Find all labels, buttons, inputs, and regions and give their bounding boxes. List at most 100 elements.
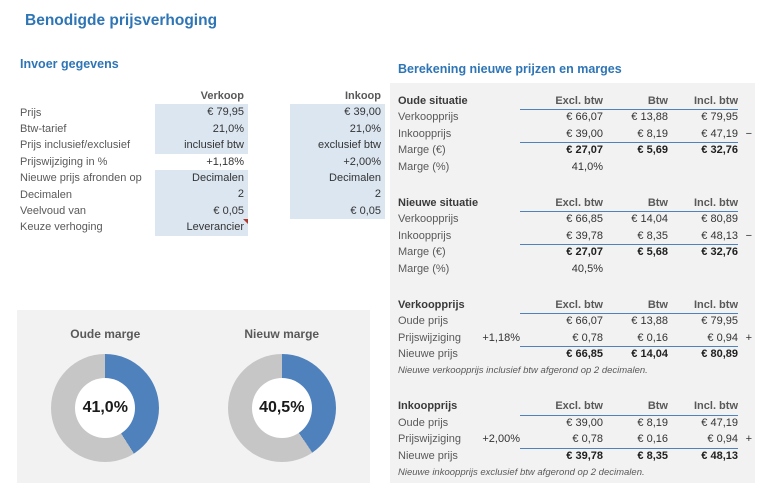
input-row-afronden: Nieuwe prijs afronden op Decimalen Decim…	[20, 169, 385, 187]
input-cell-decimalen-inkoop[interactable]: 2	[290, 186, 385, 203]
calc-cell	[603, 159, 668, 175]
calc-row-label: Oude prijs	[398, 315, 449, 328]
col-header-excl-btw: Excl. btw	[520, 297, 603, 315]
col-header-excl-btw: Excl. btw	[520, 93, 603, 111]
calc-row: Nieuwe prijs € 39,78 € 8,35 € 48,13	[398, 448, 752, 464]
calc-cell: € 8,19	[603, 126, 668, 144]
input-cell-incl-excl-inkoop[interactable]: exclusief btw	[290, 137, 385, 154]
input-cell-prijswijziging-inkoop[interactable]: +2,00%	[290, 153, 385, 170]
col-header-incl-btw: Incl. btw	[668, 93, 738, 111]
sign-cell	[738, 313, 752, 329]
calc-cell: € 5,69	[637, 144, 668, 157]
calc-header-row: Nieuwe situatie Excl. btw Btw Incl. btw	[398, 195, 752, 213]
calc-cell: € 0,78	[520, 330, 603, 348]
footnote-verkoopprijs: Nieuwe verkoopprijs inclusief btw afgero…	[398, 365, 648, 377]
col-header-excl-btw: Excl. btw	[520, 195, 603, 213]
calc-cell: € 66,07	[566, 111, 603, 124]
calc-block-oude-situatie: Oude situatie Excl. btw Btw Incl. btw Ve…	[398, 93, 752, 175]
margin-charts-panel: Oude marge 41,0% Nieuw marge 40,5%	[17, 310, 370, 483]
calc-row: Oude prijs € 39,00 € 8,19 € 47,19	[398, 415, 752, 431]
input-cell-btw-tarief-verkoop[interactable]: 21,0%	[155, 120, 248, 138]
col-header-incl-btw: Incl. btw	[668, 398, 738, 416]
col-header-btw: Btw	[603, 297, 668, 315]
calc-cell: € 0,94	[668, 431, 738, 449]
calc-row: Marge (%) 41,0%	[398, 159, 752, 175]
calc-header-row: Inkoopprijs Excl. btw Btw Incl. btw	[398, 398, 752, 416]
input-cell-prijs-inkoop[interactable]: € 39,00	[290, 104, 385, 121]
calc-cell: € 47,19	[701, 416, 738, 429]
col-header-btw: Btw	[603, 195, 668, 213]
calc-row-label: Inkoopprijs	[398, 127, 452, 140]
sign-cell	[738, 448, 752, 464]
calc-block-title: Verkoopprijs	[398, 298, 465, 311]
section-title-berekening: Berekening nieuwe prijzen en marges	[398, 62, 622, 76]
input-cell-afronden-verkoop[interactable]: Decimalen	[155, 169, 248, 187]
input-row-veelvoud: Veelvoud van € 0,05 € 0,05	[20, 202, 385, 220]
calc-cell: € 0,16	[603, 431, 668, 449]
input-header-row: Verkoop Inkoop	[20, 88, 385, 104]
calc-cell: € 39,00	[566, 416, 603, 429]
input-cell-veelvoud-inkoop[interactable]: € 0,05	[290, 202, 385, 220]
sign-cell	[738, 415, 752, 431]
calc-block-verkoopprijs: Verkoopprijs Excl. btw Btw Incl. btw Oud…	[398, 297, 752, 379]
input-row-decimalen: Decimalen 2 2	[20, 186, 385, 203]
calc-cell: € 66,85	[566, 348, 603, 361]
calc-cell: € 8,35	[637, 449, 668, 462]
col-header-btw: Btw	[603, 93, 668, 111]
footnote-inkoopprijs: Nieuwe inkoopprijs exclusief btw afgeron…	[398, 467, 645, 479]
calc-row: Marge (€) € 27,07 € 5,68 € 32,76	[398, 244, 752, 260]
calc-cell-prijswijziging-verkoop: +1,18%	[206, 155, 244, 168]
calc-cell: € 80,89	[701, 348, 738, 361]
calc-cell: € 66,07	[566, 315, 603, 328]
calc-row-label: Nieuwe prijs	[398, 348, 458, 361]
input-cell-afronden-inkoop[interactable]: Decimalen	[290, 169, 385, 187]
input-row-prijswijziging: Prijswijziging in % +1,18% +2,00%	[20, 153, 385, 170]
sign-cell	[738, 159, 752, 175]
donut-center-label-nieuw: 40,5%	[251, 378, 312, 438]
calc-row-label: Oude prijs	[398, 416, 449, 429]
input-cell-btw-tarief-inkoop[interactable]: 21,0%	[290, 120, 385, 138]
calc-cell: € 48,13	[701, 449, 738, 462]
minus-sign: −	[745, 229, 752, 242]
section-title-invoer-gegevens: Invoer gegevens	[20, 57, 119, 71]
calc-cell: € 0,16	[603, 330, 668, 348]
calc-row: Nieuwe prijs € 66,85 € 14,04 € 80,89	[398, 346, 752, 362]
calc-cell: € 80,89	[701, 213, 738, 226]
input-cell-keuze-verhoging-verkoop[interactable]: Leverancier	[155, 219, 248, 236]
calc-pct-cell: +1,18%	[482, 331, 520, 344]
input-cell-decimalen-verkoop[interactable]: 2	[155, 186, 248, 203]
calc-row-label: Prijswijziging	[398, 433, 461, 446]
sign-cell	[738, 346, 752, 362]
donut-chart-nieuw-marge: 40,5%	[227, 354, 336, 462]
calc-block-title: Inkoopprijs	[398, 400, 458, 413]
page-title: Benodigde prijsverhoging	[25, 12, 218, 29]
sign-cell	[738, 244, 752, 260]
calc-cell	[668, 159, 738, 175]
calc-cell: € 39,00	[520, 126, 603, 144]
input-label-incl-excl: Prijs inclusief/exclusief	[20, 139, 131, 152]
calc-row: Verkoopprijs € 66,85 € 14,04 € 80,89	[398, 211, 752, 227]
calc-cell: € 27,07	[566, 144, 603, 157]
calc-row-label: Marge (€)	[398, 144, 446, 157]
calc-header-row: Verkoopprijs Excl. btw Btw Incl. btw	[398, 297, 752, 315]
input-col-header-verkoop: Verkoop	[200, 90, 244, 102]
calc-block-inkoopprijs: Inkoopprijs Excl. btw Btw Incl. btw Oude…	[398, 398, 752, 480]
sign-cell	[738, 195, 752, 212]
calc-row: Marge (%) 40,5%	[398, 261, 752, 277]
input-cell-veelvoud-verkoop[interactable]: € 0,05	[155, 202, 248, 220]
calc-cell: € 8,35	[603, 228, 668, 246]
calc-row-label: Prijswijziging	[398, 331, 461, 344]
col-header-incl-btw: Incl. btw	[668, 297, 738, 315]
calc-cell: € 32,76	[701, 246, 738, 259]
calc-cell: € 13,88	[631, 315, 668, 328]
input-cell-incl-excl-verkoop[interactable]: inclusief btw	[155, 137, 248, 154]
chart-title-nieuw-marge: Nieuw marge	[244, 327, 320, 341]
sign-cell	[738, 109, 752, 125]
sign-cell	[738, 211, 752, 227]
sign-cell	[738, 93, 752, 110]
calc-row-label: Marge (%)	[398, 160, 450, 173]
keuze-verhoging-value: Leverancier	[186, 221, 244, 234]
input-cell-prijs-verkoop[interactable]: € 79,95	[155, 104, 248, 121]
calc-row-label: Verkoopprijs	[398, 111, 459, 124]
input-row-keuze-verhoging: Keuze verhoging Leverancier	[20, 219, 385, 236]
